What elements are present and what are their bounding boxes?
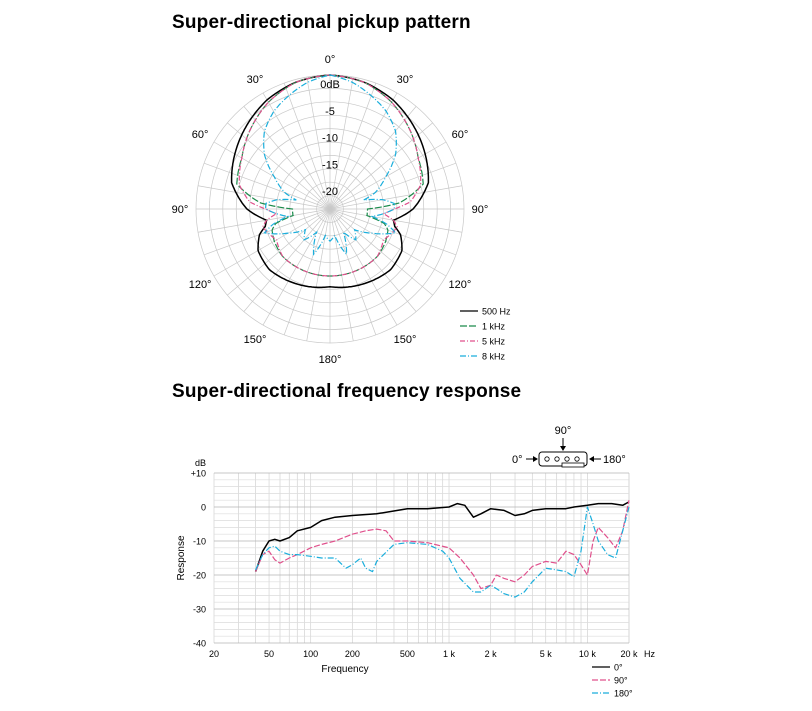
frequency-y-tick-label: 0 [201,503,206,513]
frequency-y-tick-label: -30 [193,605,206,615]
frequency-series-line [255,500,630,590]
polar-ring-label: -5 [325,106,335,118]
polar-legend-label: 5 kHz [482,337,506,347]
mic-left-label: 0° [512,454,523,466]
polar-angle-label: 90° [472,204,489,216]
frequency-x-tick-label: 100 [303,649,318,659]
frequency-x-tick-label: 500 [400,649,415,659]
polar-spoke [329,185,463,210]
polar-spoke [329,82,377,210]
polar-spoke [227,208,331,296]
polar-spoke [329,162,457,210]
frequency-x-unit-label: Hz [644,649,655,659]
polar-ring-label: -10 [322,133,338,145]
polar-legend-label: 1 kHz [482,322,506,332]
polar-spoke [283,82,331,210]
polar-ring-label: -20 [322,186,338,198]
frequency-y-tick-label: -10 [193,537,206,547]
mic-left-arrowhead [533,456,538,462]
frequency-x-tick-label: 5 k [540,649,553,659]
frequency-legend-label: 90° [614,676,628,686]
frequency-x-tick-label: 10 k [579,649,597,659]
frequency-y-tick-label: -40 [193,639,206,649]
polar-spoke [306,76,331,210]
frequency-series [254,500,630,598]
frequency-y-axis-label: Response [176,535,187,580]
mic-capsule-icon [574,456,580,462]
frequency-chart-title: Super-directional frequency response [172,381,522,402]
mic-capsule-icon [544,456,550,462]
polar-labels: 0° 30° 60° 90° 120° 150° 180° 150° 120° 90° 60° 30°… [172,54,489,366]
polar-spoke [197,185,331,210]
frequency-series-line [255,506,630,598]
polar-angle-label: 0° [325,54,336,66]
polar-spoke [262,92,331,210]
polar-angle-label: 120° [449,279,472,291]
polar-spoke [213,141,331,210]
polar-legend-label: 500 Hz [482,307,511,317]
polar-spoke [329,106,417,210]
frequency-series-line [254,501,630,572]
polar-ring-label: 0dB [320,79,340,91]
polar-series-line [263,74,397,256]
polar-spoke [329,76,354,210]
frequency-grid [213,472,630,644]
polar-legend: 500 Hz 1 kHz 5 kHz 8 kHz [460,307,511,362]
polar-spoke [329,208,447,277]
polar-angle-label: 30° [397,74,414,86]
polar-series [230,74,430,289]
frequency-legend-label: 180° [614,689,633,699]
frequency-x-tick-label: 50 [264,649,274,659]
mic-orientation-diagram: 90° 0° 180° [512,425,626,468]
mic-right-arrowhead [589,456,594,462]
mic-connector [561,462,585,468]
polar-chart-title: Super-directional pickup pattern [172,12,471,33]
polar-angle-label: 120° [189,279,212,291]
frequency-legend-label: 0° [614,663,623,673]
mic-right-label: 180° [603,454,626,466]
mic-capsule-icon [564,456,570,462]
polar-angle-label: 60° [192,129,209,141]
polar-spoke [329,208,463,233]
mic-top-arrowhead [560,446,566,451]
polar-ring-label: -15 [322,159,338,171]
polar-spoke [227,122,331,210]
polar-angle-label: 60° [452,129,469,141]
polar-spoke [329,208,433,296]
polar-angle-label: 180° [319,354,342,366]
polar-spoke [213,208,331,277]
polar-angle-label: 150° [244,334,267,346]
mic-top-label: 90° [555,425,572,437]
frequency-x-tick-label: 1 k [443,649,456,659]
polar-angle-label: 30° [247,74,264,86]
polar-series-line [230,74,430,289]
frequency-x-axis-label: Frequency [321,664,368,675]
frequency-labels: +10 0 -10 -20 -30 -40 dB 20 50 100 200 500 1 k 2 k 5 k… [176,458,655,675]
polar-spoke [243,106,331,210]
frequency-x-tick-label: 200 [345,649,360,659]
polar-spoke [329,92,398,210]
polar-spoke [197,208,331,233]
polar-angle-label: 150° [394,334,417,346]
polar-spoke [203,162,331,210]
polar-series-line [238,74,422,277]
frequency-x-tick-label: 20 [209,649,219,659]
mic-capsule-icon [554,456,560,462]
frequency-y-tick-label: -20 [193,571,206,581]
polar-legend-label: 8 kHz [482,352,506,362]
frequency-x-tick-label: 20 k [620,649,638,659]
frequency-y-unit-label: dB [195,458,206,468]
frequency-legend: 0° 90° 180° [592,663,633,699]
polar-angle-label: 90° [172,204,189,216]
frequency-y-tick-label: +10 [191,469,206,479]
frequency-x-tick-label: 2 k [485,649,498,659]
polar-spoke [329,141,447,210]
polar-spoke [329,122,433,210]
